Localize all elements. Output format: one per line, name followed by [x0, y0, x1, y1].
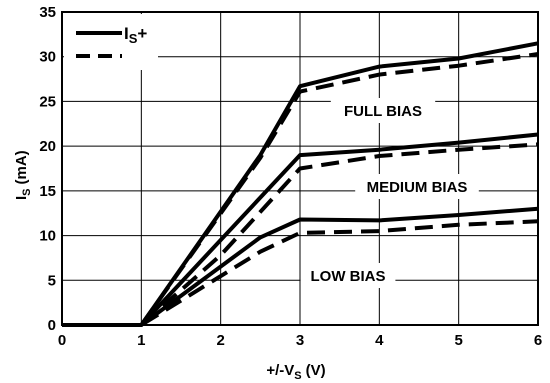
- y-tick-label: 15: [39, 183, 56, 200]
- series-line-full-bias-dashed: [62, 52, 539, 327]
- y-axis-label: IS (mA): [13, 150, 33, 200]
- y-tick-label: 0: [48, 317, 56, 334]
- x-tick-label: 6: [534, 332, 542, 349]
- x-tick-label: 1: [137, 332, 145, 349]
- x-tick-label: 4: [375, 332, 384, 349]
- annotation-box: [330, 98, 436, 123]
- annotations: FULL BIAS MEDIUM BIAS LOW BIAS: [300, 98, 479, 288]
- legend-label: IS+: [124, 24, 147, 46]
- annotation-box: [355, 174, 479, 199]
- x-tick-label: 5: [454, 332, 462, 349]
- series-line-low-bias-dashed: [62, 219, 539, 327]
- y-tick-label: 25: [39, 93, 56, 110]
- y-tick-label: 30: [39, 49, 56, 66]
- y-axis-label-main: I: [13, 196, 30, 200]
- legend-box: [64, 14, 158, 70]
- y-tick-label: 10: [39, 228, 56, 245]
- legend-label-suffix: +: [137, 24, 147, 43]
- y-tick-label: 20: [39, 138, 56, 155]
- annotation-box: [300, 263, 396, 288]
- legend: IS+: [64, 14, 158, 70]
- legend-label-main: I: [124, 24, 129, 43]
- plot-frame: [61, 11, 539, 326]
- annotation-low-bias: LOW BIAS: [311, 268, 386, 285]
- y-axis-label-sub: S: [21, 188, 33, 195]
- series-line-medium-bias-dashed: [62, 142, 539, 327]
- x-axis-label-sub: S: [294, 370, 301, 382]
- y-tick-label: 5: [48, 272, 56, 289]
- annotation-medium-bias: MEDIUM BIAS: [367, 179, 468, 196]
- x-tick-label: 0: [58, 332, 66, 349]
- tick-labels: 0 1 2 3 4 5 6 0 5 10 15 20 25 30 35: [39, 4, 542, 349]
- x-tick-label: 2: [216, 332, 224, 349]
- x-axis-label: +/-VS (V): [266, 362, 325, 382]
- legend-label-sub: S: [129, 31, 138, 46]
- x-axis-label-unit: (V): [306, 362, 326, 379]
- annotation-full-bias: FULL BIAS: [344, 103, 422, 120]
- y-axis-label-unit: (mA): [13, 150, 30, 184]
- y-tick-label: 35: [39, 4, 56, 21]
- x-axis-label-main: +/-V: [266, 362, 294, 379]
- x-tick-label: 3: [296, 332, 304, 349]
